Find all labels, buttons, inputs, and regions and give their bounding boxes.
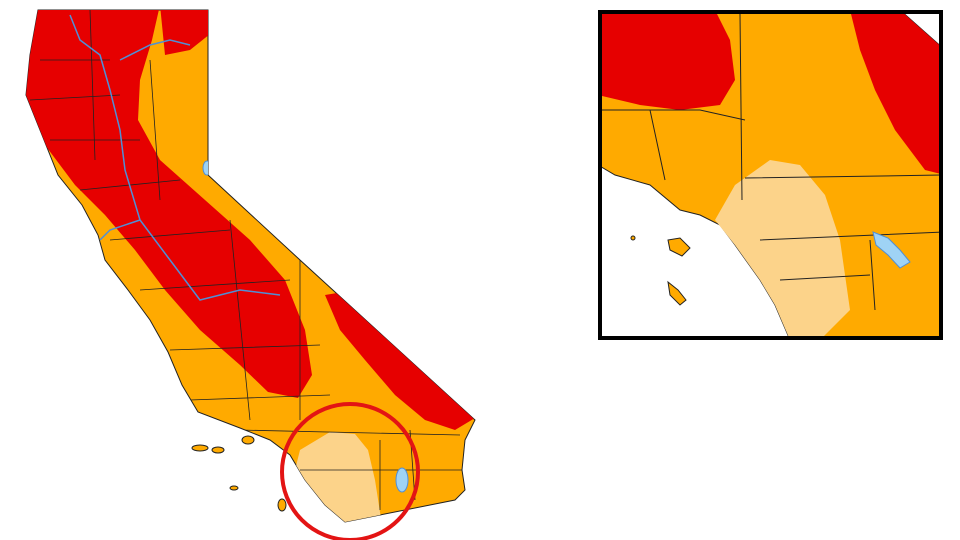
inset-county-lines bbox=[600, 13, 941, 311]
inset-islands bbox=[630, 235, 691, 306]
state bbox=[25, 9, 476, 523]
extreme-drought-northeast bbox=[160, 10, 215, 55]
highlight-circle bbox=[280, 402, 420, 540]
inset-extreme-west bbox=[600, 12, 735, 110]
lake bbox=[202, 160, 212, 176]
inset-frame bbox=[598, 10, 943, 340]
rivers bbox=[69, 14, 281, 301]
inset-severe bbox=[715, 160, 850, 338]
inset-extreme-east bbox=[850, 12, 941, 174]
inset-map bbox=[598, 10, 943, 340]
islands bbox=[191, 435, 287, 512]
lake bbox=[395, 467, 409, 493]
county-lines bbox=[29, 10, 465, 510]
extreme-drought-east bbox=[325, 290, 475, 430]
inset-lake bbox=[872, 231, 911, 269]
